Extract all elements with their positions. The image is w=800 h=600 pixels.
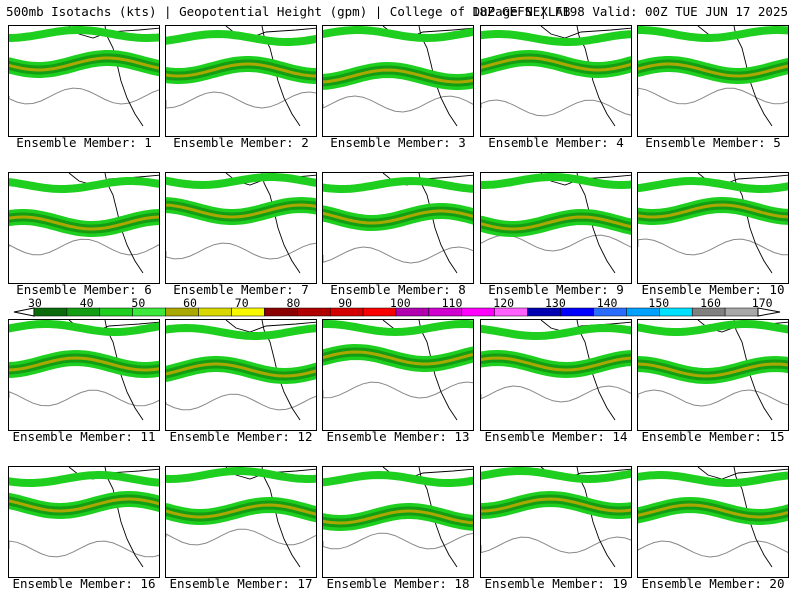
ensemble-map-panel: [637, 319, 789, 431]
colorbar-tick-label: 70: [234, 296, 249, 310]
header: 500mb Isotachs (kts) | Geopotential Heig…: [0, 0, 800, 22]
colorbar-tick-label: 90: [338, 296, 353, 310]
ensemble-map-panel: [165, 466, 317, 578]
ensemble-map-panel: [480, 319, 632, 431]
ensemble-map-panel: [637, 466, 789, 578]
ensemble-map-panel: [322, 466, 474, 578]
colorbar-high-arrow: [757, 307, 781, 317]
colorbar-tick-label: 120: [493, 296, 515, 310]
isotach-map: [481, 467, 631, 568]
run-valid-time: 18Z GEFS | F198 Valid: 00Z TUE JUN 17 20…: [471, 4, 788, 19]
isotach-map: [323, 320, 473, 421]
ensemble-member-label: Ensemble Member: 4: [488, 135, 624, 150]
colorbar-tick-label: 150: [648, 296, 670, 310]
isotach-map: [638, 173, 788, 274]
isotach-map: [9, 467, 159, 568]
colorbar-swatch: [461, 307, 495, 317]
isotach-map: [638, 320, 788, 421]
ensemble-map-panel: [165, 172, 317, 284]
ensemble-member-label: Ensemble Member: 19: [484, 576, 628, 591]
ensemble-member-label: Ensemble Member: 8: [330, 282, 466, 297]
ensemble-member-label: Ensemble Member: 6: [16, 282, 152, 297]
colorbar-tick-label: 160: [700, 296, 721, 310]
colorbar-tick-label: 170: [751, 296, 773, 310]
colorbar-tick-label: 50: [131, 296, 146, 310]
ensemble-map-panel: [637, 172, 789, 284]
isotach-map: [638, 26, 788, 127]
ensemble-member-label: Ensemble Member: 11: [12, 429, 156, 444]
ensemble-map-panel: [165, 25, 317, 137]
ensemble-member-label: Ensemble Member: 9: [488, 282, 624, 297]
colorbar: 30 40 50 60 70 80 90 100 110 120 130 140 150 160 170: [0, 296, 800, 318]
colorbar-tick-label: 130: [545, 296, 566, 310]
isotach-map: [323, 173, 473, 274]
ensemble-member-label: Ensemble Member: 14: [484, 429, 628, 444]
ensemble-member-label: Ensemble Member: 7: [173, 282, 309, 297]
colorbar-tick-label: 60: [183, 296, 197, 310]
ensemble-member-label: Ensemble Member: 2: [173, 135, 309, 150]
ensemble-member-label: Ensemble Member: 20: [641, 576, 785, 591]
ensemble-map-panel: [480, 172, 632, 284]
colorbar-tick-label: 100: [389, 296, 411, 310]
colorbar-tick-label: 110: [441, 296, 463, 310]
colorbar-swatch: [297, 307, 331, 317]
ensemble-map-panel: [322, 25, 474, 137]
ensemble-map-panel: [8, 25, 160, 137]
isotach-map: [323, 26, 473, 127]
ensemble-member-label: Ensemble Member: 10: [641, 282, 785, 297]
isotach-map: [638, 467, 788, 568]
ensemble-member-label: Ensemble Member: 5: [645, 135, 781, 150]
ensemble-map-panel: [322, 319, 474, 431]
colorbar-tick-label: 30: [28, 296, 42, 310]
colorbar-swatch: [99, 307, 133, 317]
isotach-map: [166, 26, 316, 127]
map-title: 500mb Isotachs (kts) | Geopotential Heig…: [6, 4, 571, 19]
isotach-map: [166, 467, 316, 568]
ensemble-member-label: Ensemble Member: 15: [641, 429, 785, 444]
ensemble-member-label: Ensemble Member: 3: [330, 135, 466, 150]
colorbar-tick-label: 40: [79, 296, 94, 310]
ensemble-map-panel: [8, 466, 160, 578]
ensemble-member-label: Ensemble Member: 17: [169, 576, 313, 591]
isotach-map: [481, 173, 631, 274]
ensemble-member-label: Ensemble Member: 18: [326, 576, 470, 591]
ensemble-map-panel: [480, 25, 632, 137]
ensemble-map-panel: [480, 466, 632, 578]
ensemble-map-panel: [8, 172, 160, 284]
ensemble-map-panel: [165, 319, 317, 431]
ensemble-map-panel: [8, 319, 160, 431]
isotach-map: [481, 26, 631, 127]
ensemble-member-label: Ensemble Member: 1: [16, 135, 152, 150]
isotach-map: [166, 173, 316, 274]
isotach-map: [9, 26, 159, 127]
isotach-map: [481, 320, 631, 421]
colorbar-tick-label: 140: [596, 296, 618, 310]
isotach-map: [323, 467, 473, 568]
isotach-map: [9, 173, 159, 274]
colorbar-scale: [13, 307, 781, 317]
ensemble-member-label: Ensemble Member: 13: [326, 429, 470, 444]
ensemble-map-panel: [637, 25, 789, 137]
ensemble-member-label: Ensemble Member: 16: [12, 576, 156, 591]
colorbar-tick-label: 80: [286, 296, 301, 310]
colorbar-swatch: [198, 307, 232, 317]
isotach-map: [166, 320, 316, 421]
ensemble-member-label: Ensemble Member: 12: [169, 429, 313, 444]
ensemble-map-panel: [322, 172, 474, 284]
isotach-map: [9, 320, 159, 421]
